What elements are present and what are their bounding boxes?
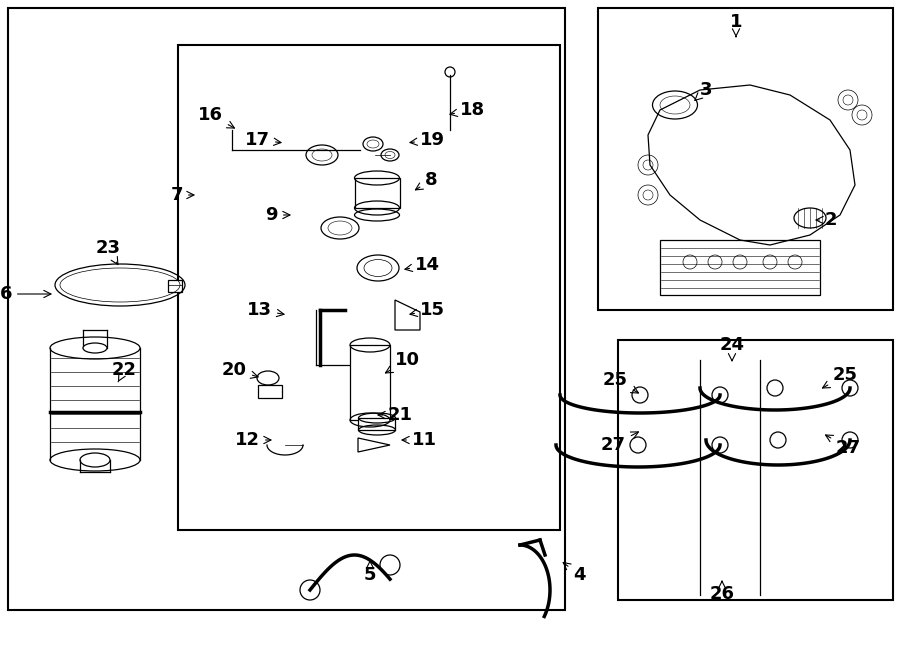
Text: 8: 8	[416, 171, 437, 190]
Text: 2: 2	[816, 211, 838, 229]
Text: 23: 23	[95, 239, 121, 264]
Text: 26: 26	[709, 581, 734, 603]
Text: 1: 1	[730, 13, 742, 36]
Bar	[598, 8, 893, 310]
Text: 16: 16	[198, 106, 235, 128]
Text: 13: 13	[247, 301, 284, 319]
Text: 18: 18	[450, 101, 485, 119]
Text: 21: 21	[378, 406, 413, 424]
Bar	[168, 280, 182, 292]
Text: 14: 14	[405, 256, 440, 274]
Text: 22: 22	[112, 361, 137, 382]
Text: 11: 11	[402, 431, 437, 449]
Bar	[358, 418, 395, 430]
Text: 24: 24	[719, 336, 744, 361]
Text: 5: 5	[364, 561, 376, 584]
Bar	[8, 8, 565, 610]
Text: 15: 15	[410, 301, 445, 319]
Bar	[178, 45, 560, 530]
Bar	[355, 178, 400, 208]
Bar	[660, 240, 820, 295]
Text: 27: 27	[825, 435, 861, 457]
Text: 6: 6	[0, 285, 51, 303]
Text: 17: 17	[245, 131, 281, 149]
Text: 7: 7	[170, 186, 194, 204]
Text: 25: 25	[603, 371, 638, 393]
Bar	[618, 340, 893, 600]
Text: 9: 9	[266, 206, 290, 224]
Text: 10: 10	[385, 351, 420, 373]
Bar	[258, 385, 282, 398]
Text: 25: 25	[823, 366, 858, 388]
Ellipse shape	[83, 343, 107, 353]
Bar	[350, 345, 390, 420]
Text: 20: 20	[222, 361, 258, 379]
Text: 19: 19	[410, 131, 445, 149]
Text: 12: 12	[235, 431, 271, 449]
Text: 3: 3	[695, 81, 713, 100]
Text: 27: 27	[601, 432, 638, 454]
Text: 4: 4	[563, 563, 586, 584]
